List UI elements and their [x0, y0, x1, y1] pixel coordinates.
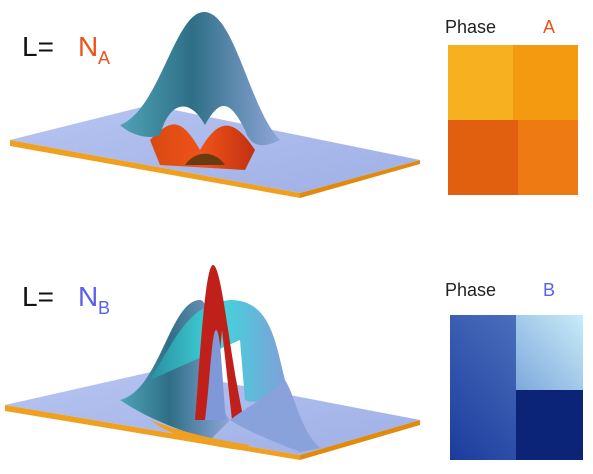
label-symbol: N	[78, 281, 98, 312]
phase-b-map	[450, 315, 583, 460]
label-prefix: L=	[22, 281, 54, 312]
phase-a-map	[448, 45, 578, 195]
phase-label: Phase	[445, 280, 496, 300]
surface-a	[10, 11, 420, 198]
phase-letter: A	[543, 17, 555, 37]
surface-b	[5, 265, 420, 460]
label-subscript: A	[98, 48, 110, 68]
label-prefix: L=	[22, 31, 54, 62]
phase-label: Phase	[445, 17, 496, 37]
label-symbol: N	[78, 31, 98, 62]
label-subscript: B	[98, 298, 110, 318]
phase-letter: B	[543, 280, 555, 300]
